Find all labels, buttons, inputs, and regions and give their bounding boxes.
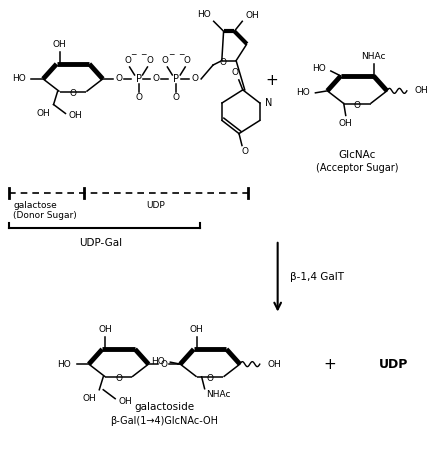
Text: P: P: [173, 74, 179, 84]
Text: O: O: [231, 69, 238, 78]
Text: HO: HO: [197, 10, 211, 19]
Text: HO: HO: [152, 357, 165, 365]
Text: OH: OH: [415, 86, 429, 95]
Text: galactoside: galactoside: [134, 402, 194, 412]
Text: HO: HO: [312, 64, 326, 74]
Text: OH: OH: [37, 109, 50, 118]
Text: (Donor Sugar): (Donor Sugar): [13, 211, 77, 220]
Text: O: O: [153, 74, 160, 84]
Text: P: P: [136, 74, 141, 84]
Text: HO: HO: [297, 89, 310, 97]
Text: OH: OH: [69, 111, 83, 120]
Text: +: +: [265, 74, 278, 89]
Text: (Acceptor Sugar): (Acceptor Sugar): [316, 163, 398, 173]
Text: O: O: [124, 55, 131, 64]
Text: OH: OH: [118, 397, 132, 406]
Text: O: O: [173, 94, 180, 102]
Text: N: N: [265, 98, 272, 108]
Text: −: −: [178, 50, 185, 59]
Text: O: O: [354, 101, 361, 110]
Text: O: O: [192, 74, 198, 84]
Text: OH: OH: [245, 11, 259, 20]
Text: UDP-Gal: UDP-Gal: [79, 238, 122, 248]
Text: −: −: [168, 50, 174, 59]
Text: UDP: UDP: [146, 201, 165, 210]
Text: β-Gal(1→4)GlcNAc-OH: β-Gal(1→4)GlcNAc-OH: [110, 416, 219, 426]
Text: O: O: [70, 89, 76, 98]
Text: OH: OH: [339, 119, 353, 128]
Text: −: −: [130, 50, 137, 59]
Text: O: O: [241, 147, 248, 156]
Text: O: O: [146, 55, 153, 64]
Text: O: O: [162, 55, 169, 64]
Text: HO: HO: [57, 360, 71, 369]
Text: NHAc: NHAc: [206, 390, 231, 399]
Text: O: O: [115, 74, 122, 84]
Text: galactose: galactose: [13, 201, 57, 210]
Text: O: O: [135, 94, 142, 102]
Text: UDP: UDP: [379, 358, 409, 370]
Text: OH: OH: [83, 394, 96, 403]
Text: OH: OH: [268, 360, 281, 369]
Text: GlcNAc: GlcNAc: [339, 150, 376, 160]
Text: O: O: [206, 374, 214, 383]
Text: O: O: [161, 360, 168, 369]
Text: O: O: [115, 374, 122, 383]
Text: O: O: [219, 58, 226, 67]
Text: β-1,4 GalT: β-1,4 GalT: [289, 272, 343, 282]
Text: +: +: [323, 357, 336, 372]
Text: O: O: [184, 55, 190, 64]
Text: OH: OH: [190, 325, 203, 334]
Text: −: −: [140, 50, 147, 59]
Text: HO: HO: [12, 74, 26, 84]
Text: OH: OH: [99, 325, 112, 334]
Text: OH: OH: [53, 39, 66, 49]
Text: NHAc: NHAc: [361, 52, 386, 60]
